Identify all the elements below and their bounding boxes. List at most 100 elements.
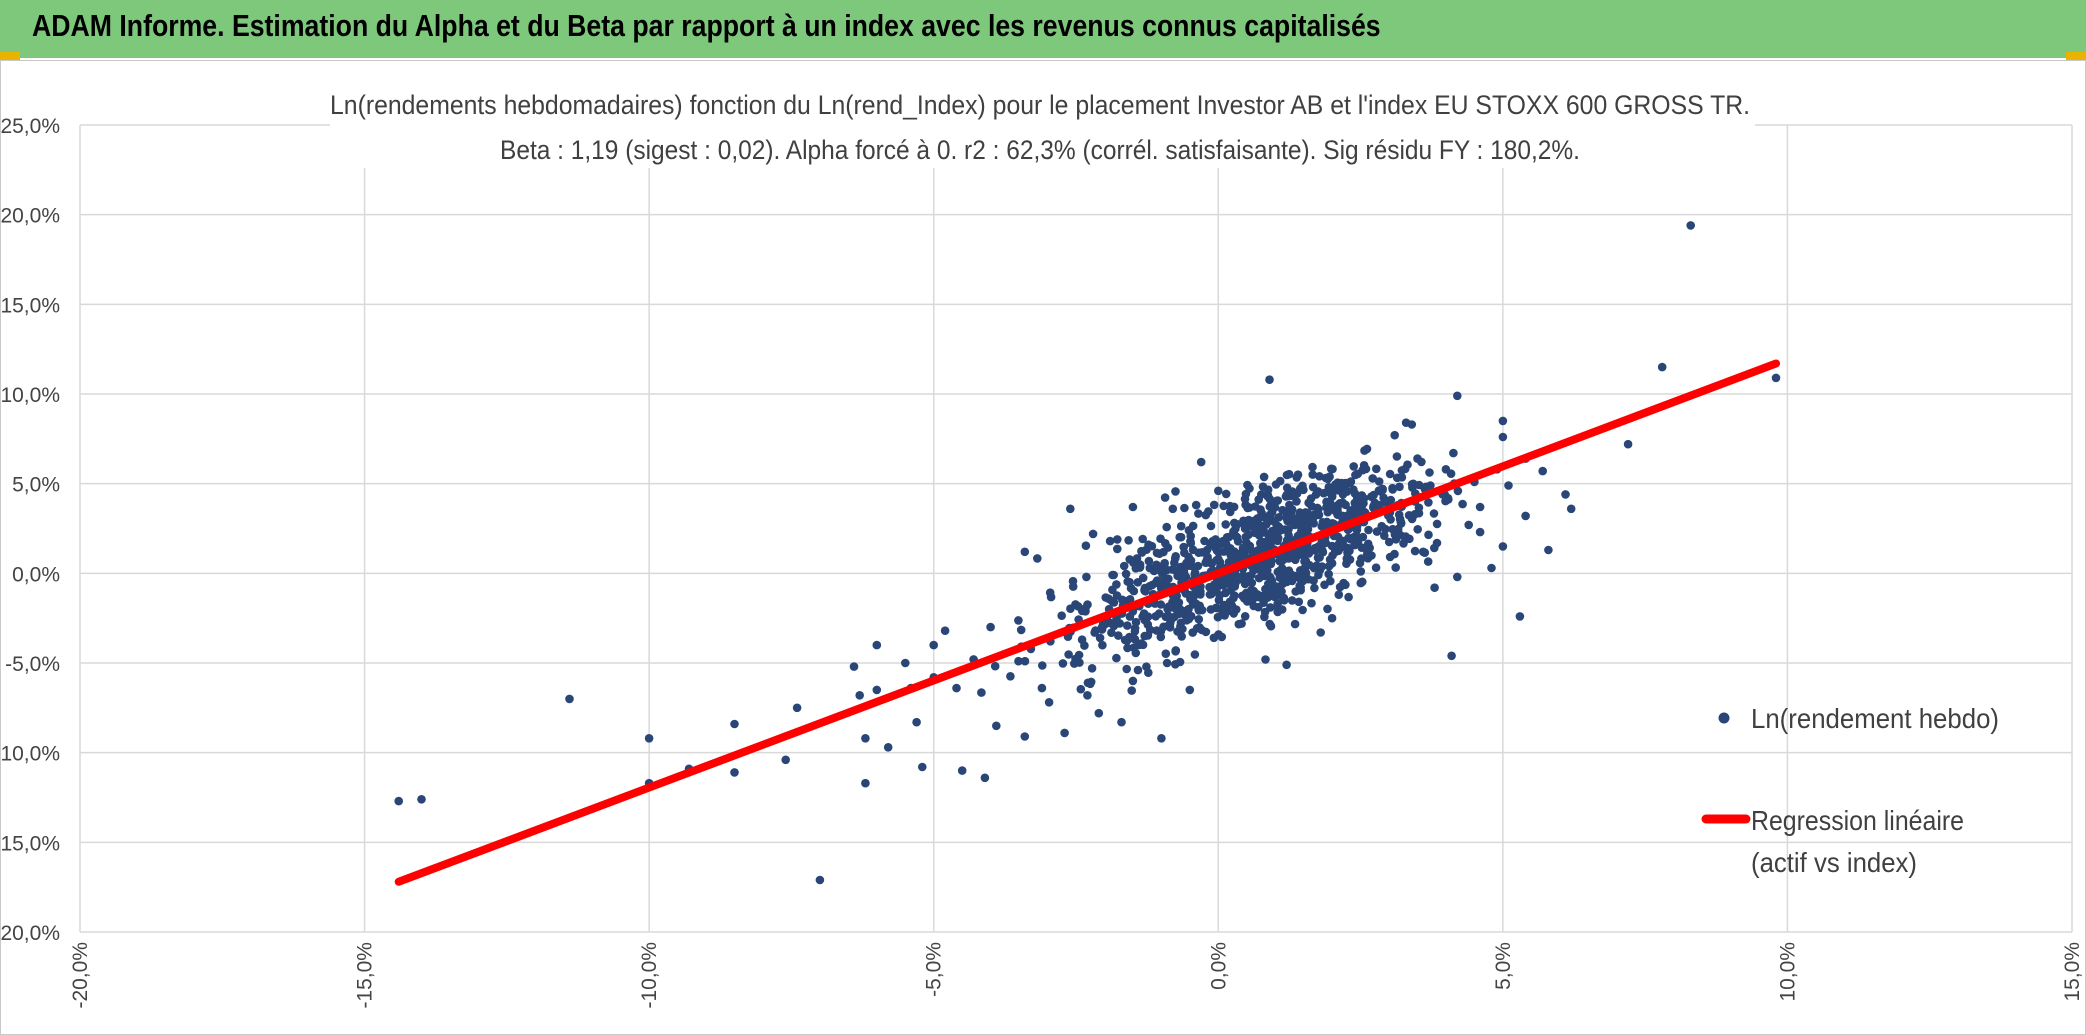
scatter-point xyxy=(1284,469,1294,479)
scatter-point xyxy=(1164,574,1173,584)
scatter-point xyxy=(1392,473,1402,483)
scatter-point xyxy=(1254,531,1264,540)
scatter-point xyxy=(1175,657,1185,667)
scatter-point xyxy=(1353,469,1363,479)
scatter-point xyxy=(1384,537,1394,547)
scatter-point xyxy=(1209,500,1219,510)
scatter-point xyxy=(1275,524,1284,533)
scatter-point xyxy=(1088,529,1098,539)
scatter-point xyxy=(1339,578,1348,588)
scatter-point xyxy=(1403,460,1412,470)
scatter-point xyxy=(1344,592,1353,602)
scatter-point xyxy=(1221,489,1231,499)
scatter-point xyxy=(1369,490,1378,500)
scatter-point xyxy=(1221,588,1230,598)
scatter-point xyxy=(1352,525,1362,535)
scatter-point xyxy=(861,778,870,788)
scatter-point xyxy=(1257,490,1266,499)
scatter-point xyxy=(1244,530,1253,539)
scatter-point xyxy=(1273,599,1282,608)
regression-line xyxy=(394,359,1781,886)
scatter-point xyxy=(1081,541,1091,550)
scatter-point xyxy=(1130,634,1140,644)
scatter-point xyxy=(1261,655,1270,664)
scatter-point xyxy=(1014,616,1023,625)
scatter-point xyxy=(1105,536,1115,546)
scatter-point xyxy=(1118,595,1127,605)
scatter-point xyxy=(1487,563,1496,573)
scatter-point xyxy=(1247,546,1257,556)
scatter-point xyxy=(1426,481,1435,490)
scatter-point xyxy=(1368,474,1377,483)
scatter-point xyxy=(1097,625,1107,634)
scatter-point xyxy=(1112,653,1121,663)
scatter-point xyxy=(1220,607,1230,617)
scatter-point xyxy=(1133,665,1143,675)
y-tick-label: 5,0% xyxy=(12,474,60,497)
scatter-point xyxy=(1207,559,1216,568)
chart-frame xyxy=(0,60,2086,1035)
scatter-point xyxy=(1294,597,1304,607)
scatter-point xyxy=(1401,532,1410,541)
scatter-point xyxy=(1388,524,1397,534)
scatter-point xyxy=(1430,583,1439,592)
scatter-point xyxy=(1423,557,1433,566)
legend: Ln(rendement hebdo) Regression linéaire … xyxy=(1701,703,1999,878)
scatter-point xyxy=(1185,685,1195,695)
chart-title-line1: Ln(rendements hebdomadaires) fonction du… xyxy=(330,90,1750,120)
tick-labels: -20,0% -15,0% -10,0% -5,0% 0,0% 5,0% 10,0% 15,0… xyxy=(0,115,2084,1009)
scatter-point xyxy=(912,717,921,727)
scatter-point xyxy=(1057,611,1066,620)
scatter-point xyxy=(1144,556,1154,566)
scatter-point xyxy=(1229,502,1239,512)
scatter-point xyxy=(1307,598,1316,608)
scatter-point xyxy=(1160,493,1170,502)
scatter-point xyxy=(1173,571,1182,581)
scatter-point xyxy=(1379,493,1388,503)
scatter-point xyxy=(1300,557,1309,566)
scatter-point xyxy=(1323,604,1332,614)
scatter-point xyxy=(1363,539,1373,549)
chart-title-background xyxy=(330,86,1755,168)
scatter-point xyxy=(1324,569,1333,579)
scatter-point xyxy=(1293,531,1303,541)
scatter-point xyxy=(1350,540,1360,550)
scatter-point xyxy=(1066,604,1075,613)
scatter-point xyxy=(1108,585,1117,595)
scatter-point xyxy=(1256,538,1265,548)
chart-title-line2: Beta : 1,19 (sigest : 0,02). Alpha forcé… xyxy=(500,135,1580,165)
scatter-point xyxy=(1277,587,1286,596)
scatter-point xyxy=(1336,540,1345,549)
regression-line-layer xyxy=(394,359,1781,886)
scatter-point xyxy=(1345,477,1355,487)
scatter-point xyxy=(1308,470,1317,479)
scatter-point xyxy=(1060,728,1069,738)
scatter-point xyxy=(1129,643,1139,652)
y-tick-label: -15,0% xyxy=(0,832,60,855)
scatter-point xyxy=(929,640,938,650)
scatter-point xyxy=(1130,627,1140,636)
scatter-point xyxy=(1180,503,1189,513)
scatter-point xyxy=(1169,612,1179,622)
scatter-point xyxy=(1170,558,1179,568)
scatter-point xyxy=(1186,558,1195,567)
scatter-point xyxy=(1504,481,1513,490)
scatter-point xyxy=(1314,510,1324,520)
scatter-point xyxy=(1066,504,1075,514)
scatter-point xyxy=(1498,432,1508,442)
scatter-point xyxy=(1207,589,1216,599)
scatter-point xyxy=(1374,477,1384,486)
scatter-point xyxy=(1453,572,1462,582)
scatter-point xyxy=(1413,454,1422,463)
scatter-point xyxy=(1453,391,1462,401)
scatter-point xyxy=(1385,469,1395,479)
scatter-point xyxy=(901,658,910,668)
scatter-point xyxy=(1159,547,1168,557)
scatter-point xyxy=(1241,489,1251,499)
scatter-point xyxy=(1125,612,1135,621)
scatter-point xyxy=(1274,513,1284,522)
scatter-point xyxy=(1381,524,1390,534)
scatter-point xyxy=(1095,633,1105,643)
scatter-point xyxy=(1288,491,1297,501)
scatter-point xyxy=(1217,632,1227,642)
